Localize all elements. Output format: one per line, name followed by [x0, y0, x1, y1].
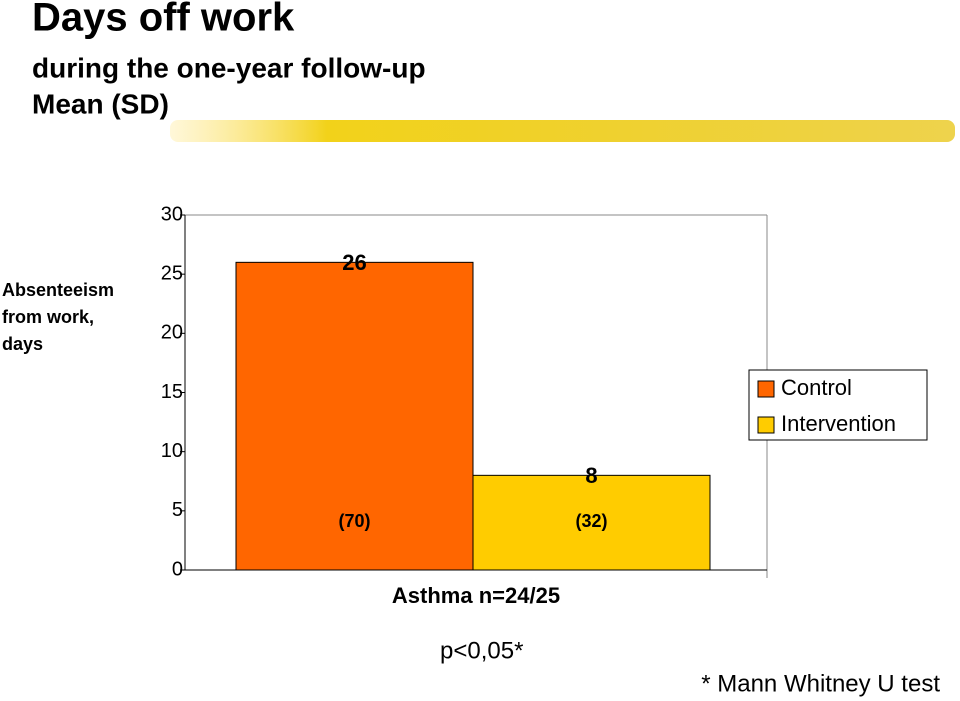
legend — [748, 369, 928, 441]
legend-label: Control — [781, 375, 852, 400]
y-tick-label: 30 — [161, 203, 183, 225]
y-tick-label: 0 — [172, 558, 183, 580]
y-axis-label: days — [2, 334, 43, 354]
y-tick-label: 10 — [161, 440, 183, 462]
annotation: p<0,05* — [440, 637, 523, 664]
y-tick-label: 5 — [172, 499, 183, 521]
value-label: 8 — [585, 463, 597, 488]
y-axis-label: Absenteeism — [2, 280, 114, 300]
value-label: 26 — [342, 250, 366, 275]
subtitle: Mean (SD) — [32, 88, 169, 119]
legend-swatch — [757, 380, 775, 398]
chart-title: Days off work — [32, 0, 295, 40]
y-tick-label: 25 — [161, 262, 183, 284]
legend-swatch — [757, 416, 775, 434]
x-tick-label: Asthma n=24/25 — [392, 583, 560, 608]
subtitle: during the one-year follow-up — [32, 52, 426, 83]
y-tick-label: 15 — [161, 381, 183, 403]
sd-label: (32) — [575, 511, 607, 531]
sd-label: (70) — [338, 511, 370, 531]
annotation: * Mann Whitney U test — [701, 670, 940, 697]
title-underline — [170, 120, 955, 142]
legend-label: Intervention — [781, 411, 896, 436]
y-axis-label: from work, — [2, 307, 94, 327]
y-tick-label: 20 — [161, 322, 183, 344]
bar — [235, 261, 474, 571]
